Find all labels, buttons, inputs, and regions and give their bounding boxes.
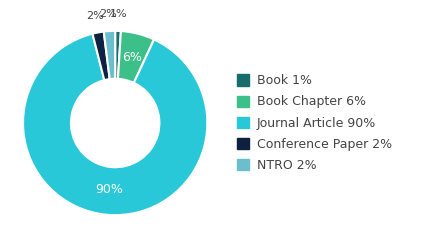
Wedge shape [115,31,121,79]
Text: 2%: 2% [100,10,117,19]
Wedge shape [93,31,110,80]
Legend: Book 1%, Book Chapter 6%, Journal Article 90%, Conference Paper 2%, NTRO 2%: Book 1%, Book Chapter 6%, Journal Articl… [237,74,392,172]
Wedge shape [118,31,154,83]
Wedge shape [23,34,207,215]
Text: 1%: 1% [110,9,128,19]
Text: 6%: 6% [122,51,142,64]
Text: 90%: 90% [95,184,123,197]
Wedge shape [104,31,115,79]
Text: 2%: 2% [86,11,104,21]
